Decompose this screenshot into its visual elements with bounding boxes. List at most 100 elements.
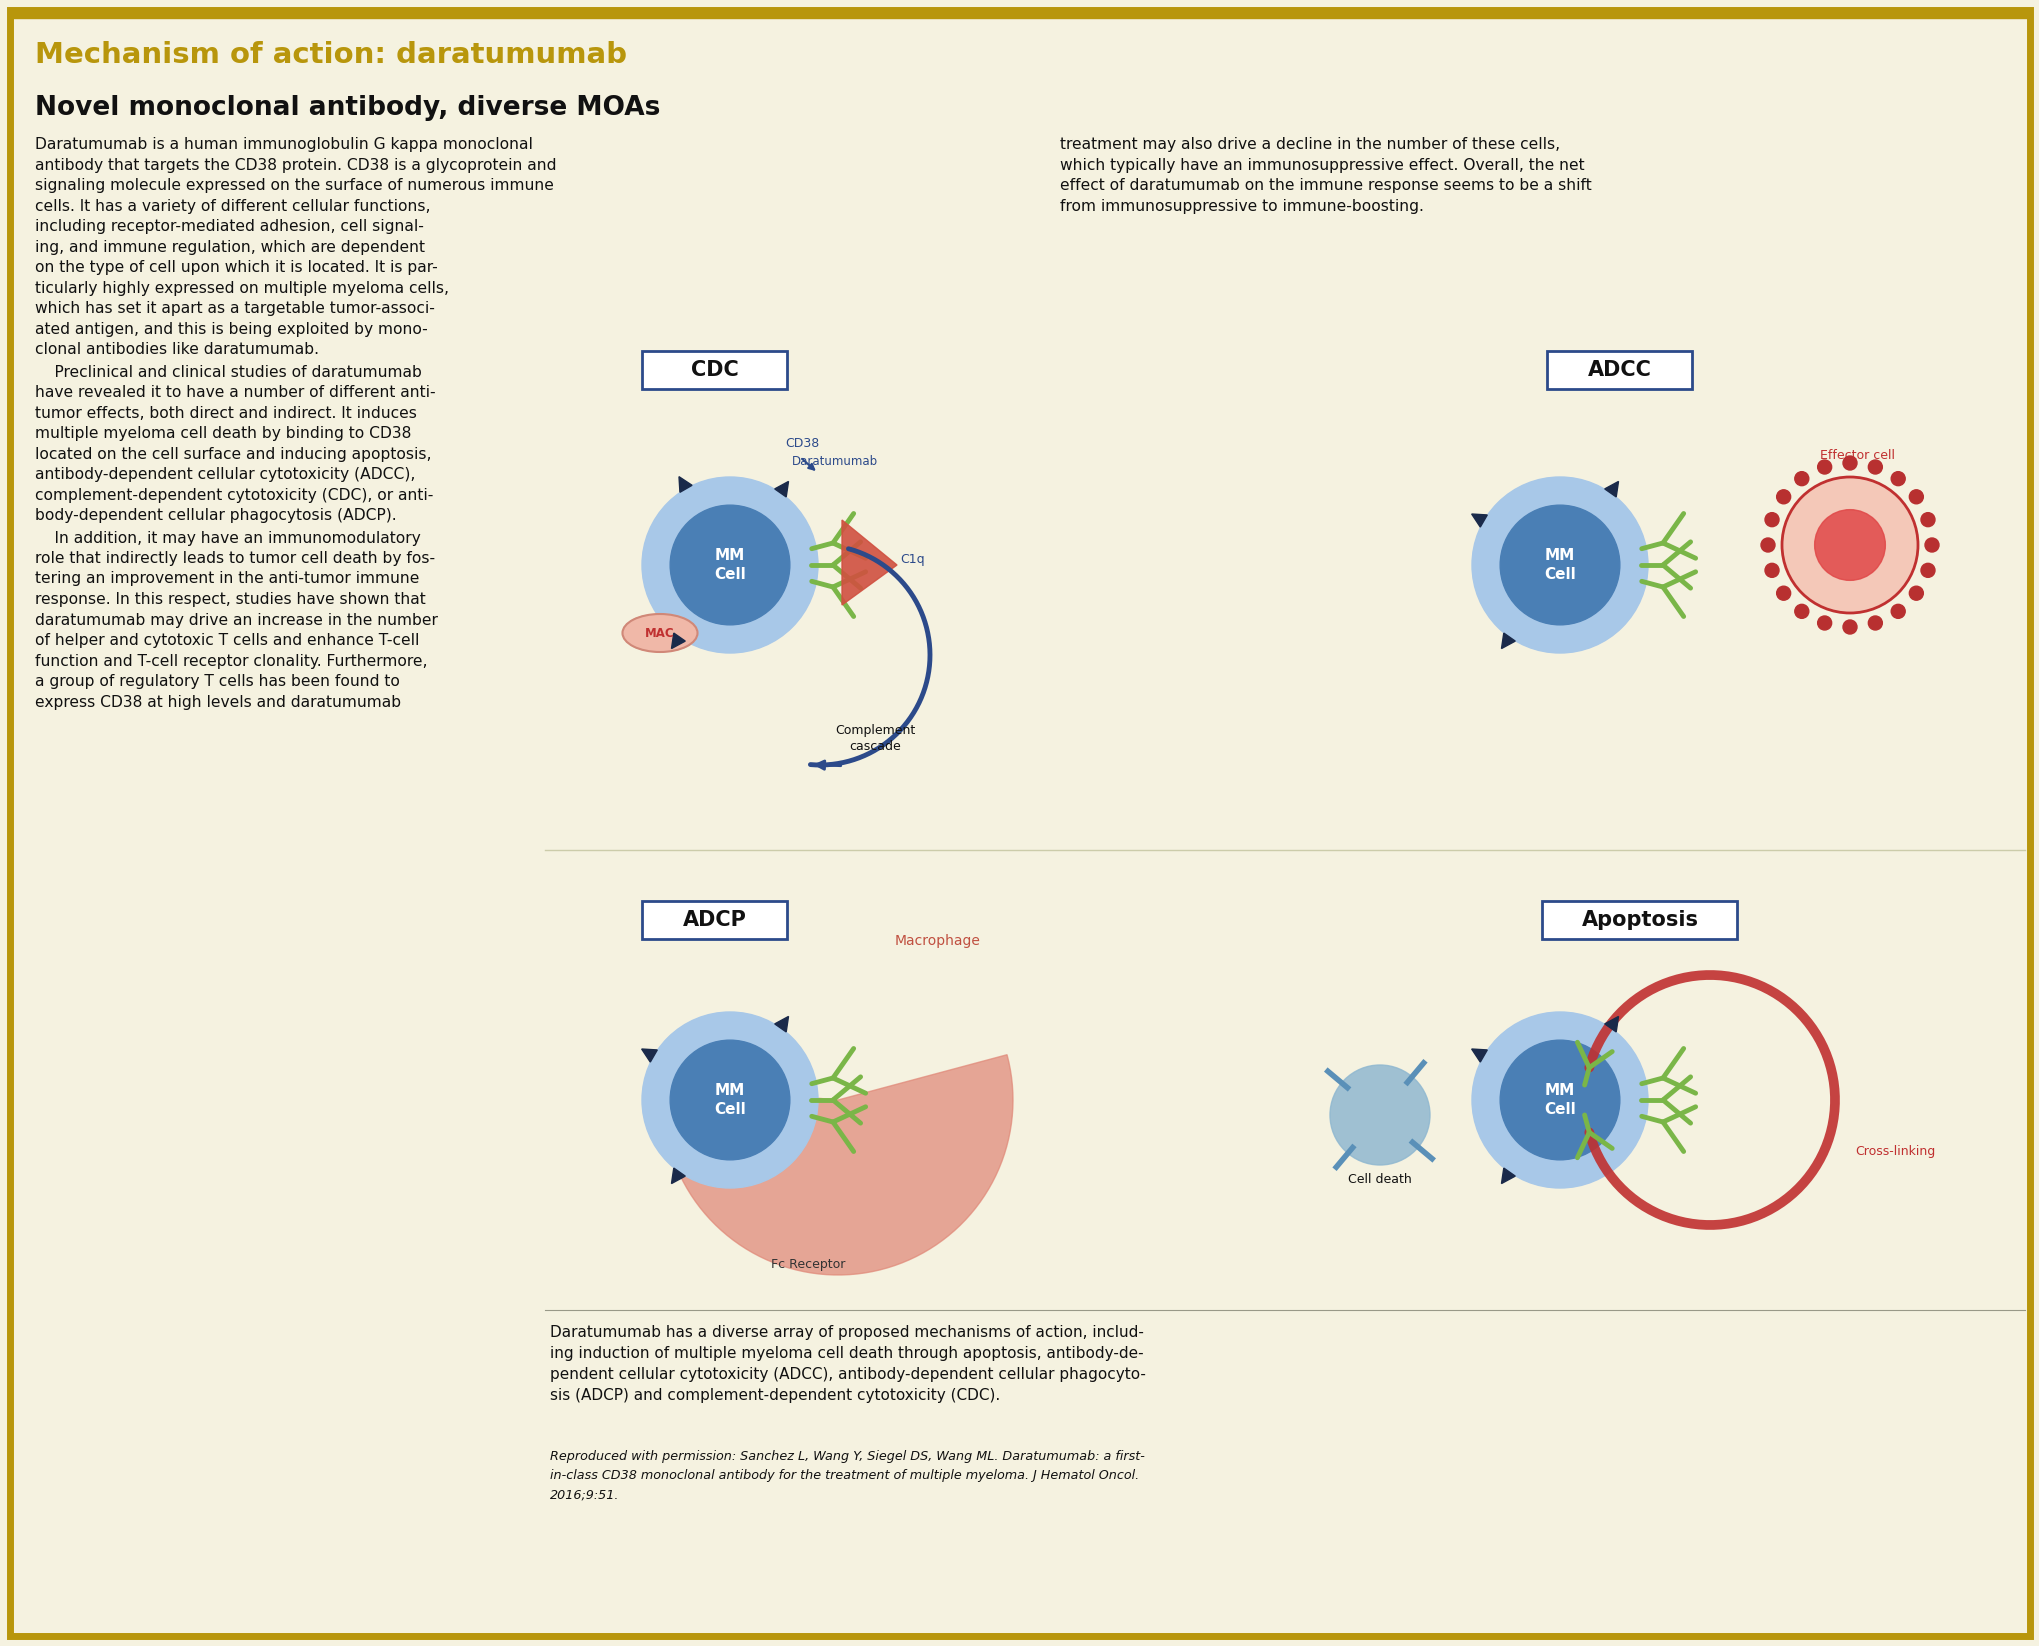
Text: located on the cell surface and inducing apoptosis,: located on the cell surface and inducing… (35, 446, 432, 461)
Text: pendent cellular cytotoxicity (ADCC), antibody-dependent cellular phagocyto-: pendent cellular cytotoxicity (ADCC), an… (551, 1366, 1146, 1383)
Polygon shape (842, 520, 897, 606)
Circle shape (1890, 472, 1904, 486)
Text: ADCC: ADCC (1586, 360, 1652, 380)
Circle shape (1921, 512, 1935, 527)
Polygon shape (1501, 634, 1515, 649)
Text: signaling molecule expressed on the surface of numerous immune: signaling molecule expressed on the surf… (35, 178, 555, 193)
Text: express CD38 at high levels and daratumumab: express CD38 at high levels and daratumu… (35, 695, 402, 709)
Ellipse shape (622, 614, 697, 652)
Circle shape (1776, 491, 1790, 504)
Text: from immunosuppressive to immune-boosting.: from immunosuppressive to immune-boostin… (1060, 199, 1423, 214)
Polygon shape (775, 481, 789, 497)
Circle shape (1764, 512, 1778, 527)
Circle shape (1868, 459, 1882, 474)
Text: have revealed it to have a number of different anti-: have revealed it to have a number of dif… (35, 385, 436, 400)
Polygon shape (663, 1055, 1013, 1276)
Circle shape (1472, 1012, 1648, 1188)
Bar (1541, 900, 1737, 938)
Circle shape (1925, 538, 1937, 551)
Text: role that indirectly leads to tumor cell death by fos-: role that indirectly leads to tumor cell… (35, 551, 434, 566)
Circle shape (1499, 1040, 1619, 1160)
Circle shape (1782, 477, 1917, 612)
Text: function and T-cell receptor clonality. Furthermore,: function and T-cell receptor clonality. … (35, 653, 428, 668)
Text: daratumumab may drive an increase in the number: daratumumab may drive an increase in the… (35, 612, 438, 627)
Text: 2016;9:51.: 2016;9:51. (551, 1490, 620, 1503)
Text: body-dependent cellular phagocytosis (ADCP).: body-dependent cellular phagocytosis (AD… (35, 509, 396, 523)
Text: Apoptosis: Apoptosis (1580, 910, 1698, 930)
Circle shape (1776, 586, 1790, 601)
Bar (642, 900, 787, 938)
Circle shape (671, 1040, 789, 1160)
Text: tumor effects, both direct and indirect. It induces: tumor effects, both direct and indirect.… (35, 405, 416, 420)
Text: Daratumumab: Daratumumab (791, 454, 877, 467)
Polygon shape (642, 1049, 657, 1062)
Text: Novel monoclonal antibody, diverse MOAs: Novel monoclonal antibody, diverse MOAs (35, 95, 661, 122)
Text: Complement
cascade: Complement cascade (834, 724, 916, 752)
Polygon shape (1501, 1169, 1515, 1183)
Circle shape (642, 1012, 818, 1188)
Bar (10, 10, 2029, 18)
Polygon shape (1470, 1049, 1486, 1062)
Text: including receptor-mediated adhesion, cell signal-: including receptor-mediated adhesion, ce… (35, 219, 424, 234)
Text: cells. It has a variety of different cellular functions,: cells. It has a variety of different cel… (35, 199, 430, 214)
Text: a group of regulatory T cells has been found to: a group of regulatory T cells has been f… (35, 673, 400, 690)
Text: CD38: CD38 (785, 436, 820, 449)
Circle shape (1890, 604, 1904, 619)
Text: antibody that targets the CD38 protein. CD38 is a glycoprotein and: antibody that targets the CD38 protein. … (35, 158, 557, 173)
Text: multiple myeloma cell death by binding to CD38: multiple myeloma cell death by binding t… (35, 426, 412, 441)
Circle shape (1499, 505, 1619, 625)
Text: MM
Cell: MM Cell (714, 1083, 746, 1116)
Text: response. In this respect, studies have shown that: response. In this respect, studies have … (35, 593, 426, 607)
Text: tering an improvement in the anti-tumor immune: tering an improvement in the anti-tumor … (35, 571, 420, 586)
Polygon shape (679, 477, 691, 492)
Text: MAC: MAC (644, 627, 675, 640)
Circle shape (1760, 538, 1774, 551)
Text: clonal antibodies like daratumumab.: clonal antibodies like daratumumab. (35, 342, 318, 357)
Text: ing induction of multiple myeloma cell death through apoptosis, antibody-de-: ing induction of multiple myeloma cell d… (551, 1346, 1144, 1361)
Text: on the type of cell upon which it is located. It is par-: on the type of cell upon which it is loc… (35, 260, 438, 275)
Circle shape (1815, 510, 1884, 581)
Text: Cross-linking: Cross-linking (1853, 1146, 1935, 1159)
Text: Mechanism of action: daratumumab: Mechanism of action: daratumumab (35, 41, 626, 69)
Text: complement-dependent cytotoxicity (CDC), or anti-: complement-dependent cytotoxicity (CDC),… (35, 487, 432, 502)
Circle shape (1794, 472, 1809, 486)
Text: effect of daratumumab on the immune response seems to be a shift: effect of daratumumab on the immune resp… (1060, 178, 1590, 193)
Text: MM
Cell: MM Cell (714, 548, 746, 581)
Text: MM
Cell: MM Cell (1544, 1083, 1574, 1116)
Text: ing, and immune regulation, which are dependent: ing, and immune regulation, which are de… (35, 240, 424, 255)
Circle shape (1472, 477, 1648, 653)
Circle shape (1868, 616, 1882, 630)
Text: CDC: CDC (691, 360, 738, 380)
Text: C1q: C1q (899, 553, 924, 566)
Text: Reproduced with permission: Sanchez L, Wang Y, Siegel DS, Wang ML. Daratumumab: : Reproduced with permission: Sanchez L, W… (551, 1450, 1144, 1463)
Circle shape (671, 505, 789, 625)
Text: in-class CD38 monoclonal antibody for the treatment of multiple myeloma. J Hemat: in-class CD38 monoclonal antibody for th… (551, 1470, 1138, 1483)
Circle shape (1817, 459, 1831, 474)
Circle shape (642, 477, 818, 653)
Polygon shape (1470, 514, 1486, 527)
Circle shape (1921, 563, 1935, 578)
Text: sis (ADCP) and complement-dependent cytotoxicity (CDC).: sis (ADCP) and complement-dependent cyto… (551, 1388, 999, 1402)
Circle shape (1817, 616, 1831, 630)
Polygon shape (775, 1017, 789, 1032)
Circle shape (1794, 604, 1809, 619)
Text: which has set it apart as a targetable tumor-associ-: which has set it apart as a targetable t… (35, 301, 434, 316)
Text: Cell death: Cell death (1348, 1174, 1411, 1187)
Polygon shape (1605, 481, 1617, 497)
Text: Daratumumab is a human immunoglobulin G kappa monoclonal: Daratumumab is a human immunoglobulin G … (35, 137, 532, 151)
Text: ticularly highly expressed on multiple myeloma cells,: ticularly highly expressed on multiple m… (35, 280, 449, 296)
Bar (1548, 351, 1692, 388)
Text: In addition, it may have an immunomodulatory: In addition, it may have an immunomodula… (35, 530, 420, 545)
Text: antibody-dependent cellular cytotoxicity (ADCC),: antibody-dependent cellular cytotoxicity… (35, 467, 416, 482)
Text: Effector cell: Effector cell (1819, 449, 1894, 463)
Text: which typically have an immunosuppressive effect. Overall, the net: which typically have an immunosuppressiv… (1060, 158, 1584, 173)
Text: of helper and cytotoxic T cells and enhance T-cell: of helper and cytotoxic T cells and enha… (35, 634, 420, 649)
Circle shape (1329, 1065, 1429, 1165)
Text: Daratumumab has a diverse array of proposed mechanisms of action, includ-: Daratumumab has a diverse array of propo… (551, 1325, 1144, 1340)
Polygon shape (671, 1169, 685, 1183)
Circle shape (1841, 456, 1855, 471)
Polygon shape (1605, 1017, 1617, 1032)
Text: MM
Cell: MM Cell (1544, 548, 1574, 581)
Polygon shape (671, 634, 685, 649)
Text: Fc Receptor: Fc Receptor (771, 1258, 844, 1271)
